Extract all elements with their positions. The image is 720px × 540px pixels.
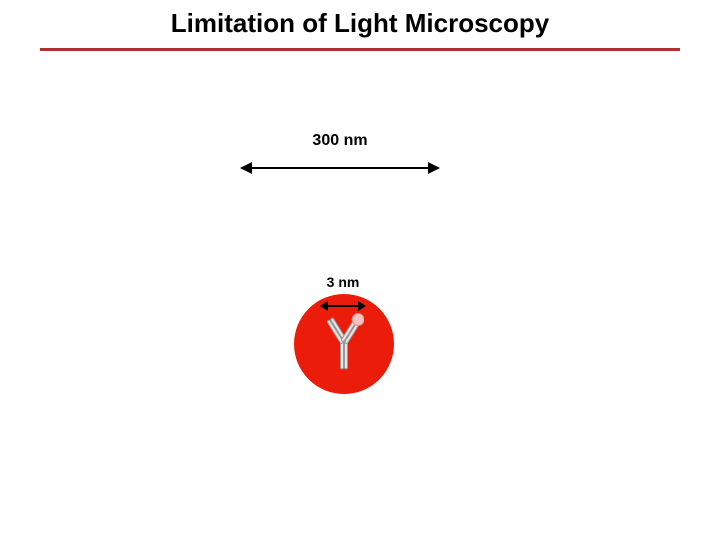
title-underline — [40, 48, 680, 51]
scale-label-3nm: 3 nm — [320, 274, 366, 290]
antibody-svg — [324, 312, 364, 370]
scale-arrow-300nm — [240, 160, 440, 176]
arrow-3nm-svg — [320, 299, 366, 313]
antibody-icon — [324, 312, 364, 370]
scale-arrow-3nm — [320, 299, 366, 313]
slide: Limitation of Light Microscopy 300 nm 3 … — [0, 0, 720, 540]
slide-title: Limitation of Light Microscopy — [0, 8, 720, 39]
arrow-300nm-svg — [240, 160, 440, 176]
scale-label-300nm: 300 nm — [240, 132, 440, 150]
